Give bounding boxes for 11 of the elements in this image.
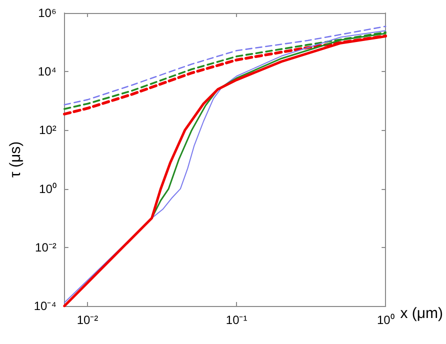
x-axis-title: x (μm) — [400, 305, 444, 322]
y-tick-label: 10⁰ — [39, 182, 56, 196]
x-tick-label: 10⁻² — [76, 313, 98, 327]
x-tick-label: 10⁻¹ — [226, 313, 248, 327]
x-tick-label: 10⁰ — [376, 313, 394, 327]
y-tick-label: 10⁶ — [38, 6, 56, 20]
y-tick-label: 10⁴ — [38, 64, 56, 79]
y-tick-label: 10² — [39, 123, 56, 138]
y-tick-label: 10⁻² — [35, 240, 56, 254]
y-tick-label: 10⁻⁴ — [34, 299, 56, 313]
y-axis-title: τ (μs) — [7, 141, 24, 178]
